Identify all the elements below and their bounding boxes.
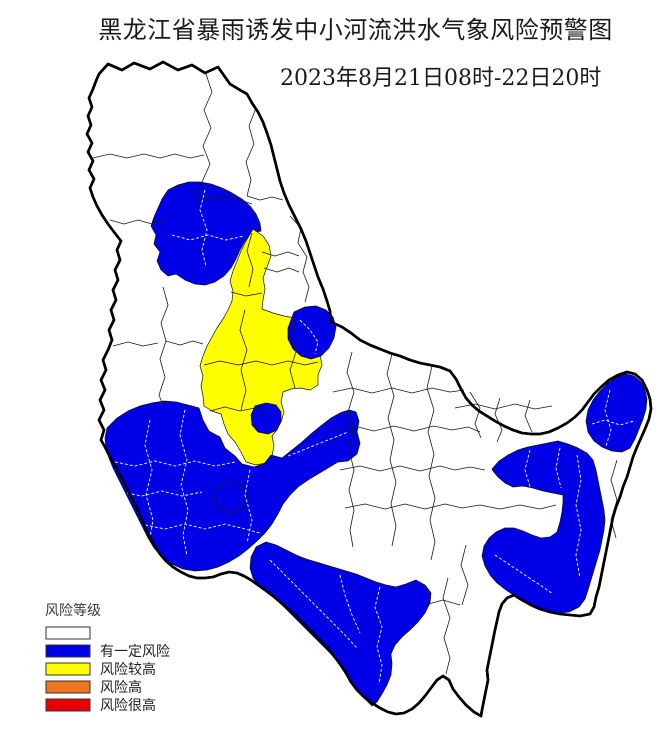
legend-item-none	[45, 624, 170, 642]
legend-label: 风险很高	[100, 698, 156, 714]
region-blue-southwest	[104, 400, 361, 572]
province-border-stroke	[85, 60, 653, 718]
region-blue-northeast-corner	[585, 373, 648, 453]
legend: 风险等级 有一定风险 风险较高 风险高	[45, 600, 170, 714]
legend-swatch-yellow	[45, 662, 91, 676]
map-title: 黑龙江省暴雨诱发中小河流洪水气象风险预警图	[98, 16, 613, 44]
legend-swatch-red	[45, 698, 91, 712]
region-blue-small-central	[250, 402, 282, 435]
legend-swatch-none	[45, 626, 91, 640]
legend-item-high-risk: 风险高	[45, 678, 170, 696]
legend-item-very-high-risk: 风险很高	[45, 696, 170, 714]
legend-label: 有一定风险	[100, 644, 170, 660]
legend-label: 风险较高	[100, 662, 156, 678]
legend-swatch-blue	[45, 644, 91, 658]
legend-label: 风险高	[100, 680, 142, 696]
county-borders	[92, 73, 618, 675]
region-blue-south	[249, 541, 432, 707]
map-date-range: 2023年8月21日08时-22日20时	[280, 66, 602, 91]
legend-item-some-risk: 有一定风险	[45, 642, 170, 660]
white-enclave-county	[213, 481, 248, 514]
region-yellow-central	[199, 228, 326, 466]
legend-item-higher-risk: 风险较高	[45, 660, 170, 678]
legend-title: 风险等级	[45, 603, 101, 619]
legend-swatch-orange	[45, 680, 91, 694]
county-borders-inside-blue	[114, 189, 635, 685]
